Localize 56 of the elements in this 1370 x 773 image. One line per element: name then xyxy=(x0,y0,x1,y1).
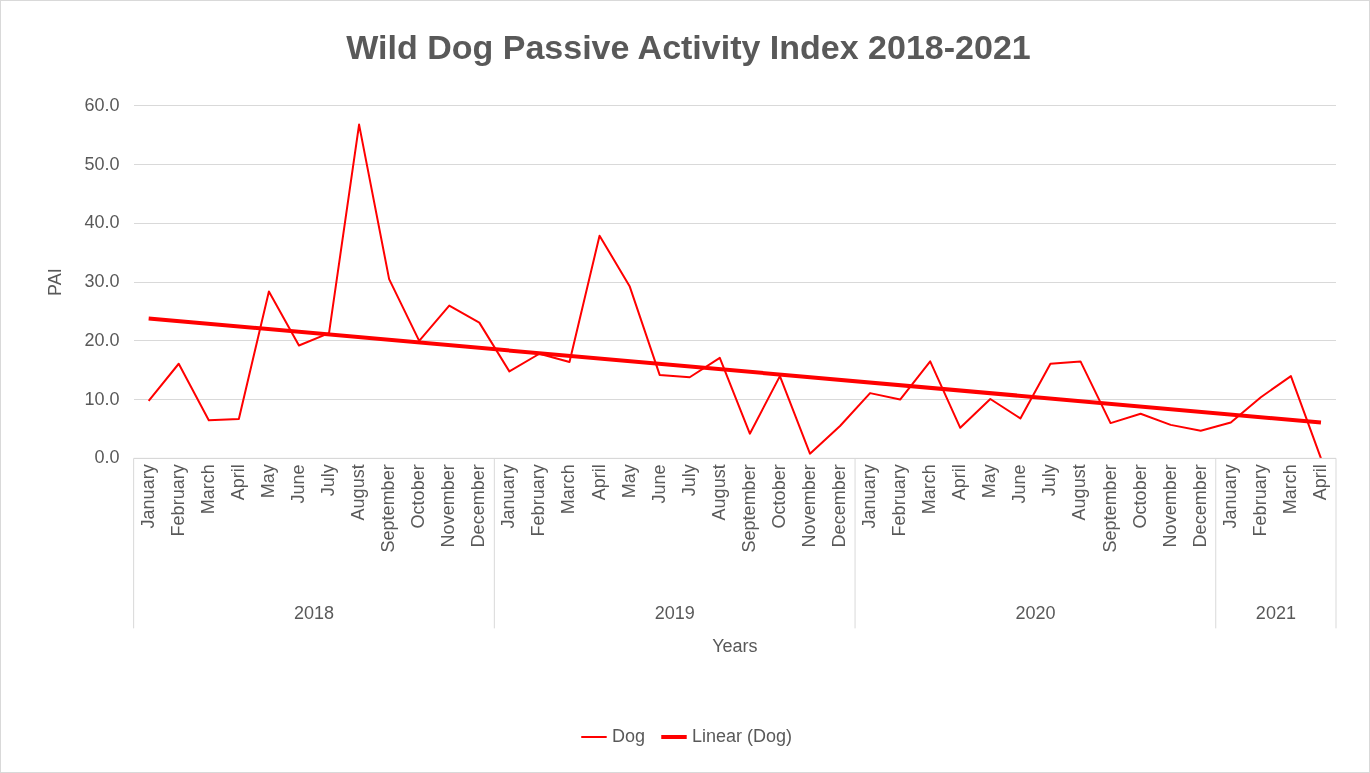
legend-label: Dog xyxy=(611,725,645,746)
x-tick-label: August xyxy=(348,464,369,521)
x-tick-label: March xyxy=(197,464,218,515)
x-axis-title: Years xyxy=(712,636,758,657)
x-tick-label: September xyxy=(738,464,759,553)
x-tick-label: March xyxy=(919,464,940,515)
x-tick-label: March xyxy=(1279,464,1300,515)
x-tick-label: April xyxy=(227,464,248,501)
x-tick-label: December xyxy=(828,464,849,548)
x-tick-label: June xyxy=(1009,464,1030,504)
x-tick-label: July xyxy=(678,464,699,497)
y-tick-label: 10.0 xyxy=(84,388,120,409)
x-tick-label: November xyxy=(798,464,819,548)
text: 2020 xyxy=(1015,603,1056,624)
x-tick-label: April xyxy=(949,464,970,501)
x-tick-label: August xyxy=(708,464,729,521)
y-tick-label: 0.0 xyxy=(94,447,120,468)
y-axis-title: PAI xyxy=(44,268,65,296)
x-tick-label: April xyxy=(588,464,609,501)
x-tick-label: September xyxy=(1099,464,1120,553)
y-tick-label: 60.0 xyxy=(84,94,120,115)
x-tick-label: January xyxy=(137,464,158,529)
x-tick-label: January xyxy=(859,464,880,529)
x-tick-label: January xyxy=(1219,464,1240,529)
x-tick-label: July xyxy=(1039,464,1060,497)
x-tick-label: March xyxy=(558,464,579,515)
x-tick-label: October xyxy=(768,464,789,529)
x-tick-label: November xyxy=(1159,464,1180,548)
x-tick-label: December xyxy=(468,464,489,548)
x-tick-label: January xyxy=(498,464,519,529)
x-tick-label: October xyxy=(408,464,429,529)
x-tick-label: December xyxy=(1189,464,1210,548)
x-tick-label: August xyxy=(1069,464,1090,521)
y-tick-label: 50.0 xyxy=(84,153,120,174)
x-tick-label: May xyxy=(257,464,278,499)
x-tick-label: June xyxy=(648,464,669,504)
x-tick-label: May xyxy=(979,464,1000,499)
x-tick-label: September xyxy=(378,464,399,553)
legend-label: Linear (Dog) xyxy=(691,725,793,746)
x-tick-label: November xyxy=(438,464,459,548)
x-tick-label: April xyxy=(1309,464,1330,501)
x-tick-label: February xyxy=(167,464,188,537)
x-tick-label: October xyxy=(1129,464,1150,529)
x-tick-label: May xyxy=(618,464,639,499)
text: 2018 xyxy=(293,603,335,624)
chart-title: Wild Dog Passive Activity Index 2018-2021 xyxy=(346,27,1031,66)
x-tick-label: July xyxy=(317,464,338,497)
x-tick-label: February xyxy=(889,464,910,537)
text: 2019 xyxy=(654,603,695,624)
y-tick-label: 40.0 xyxy=(84,212,120,233)
x-tick-label: February xyxy=(528,464,549,537)
y-tick-label: 30.0 xyxy=(84,271,120,292)
x-tick-label: June xyxy=(287,464,308,504)
x-tick-label: February xyxy=(1249,464,1270,537)
y-tick-label: 20.0 xyxy=(84,329,120,350)
text: 2021 xyxy=(1255,603,1296,624)
